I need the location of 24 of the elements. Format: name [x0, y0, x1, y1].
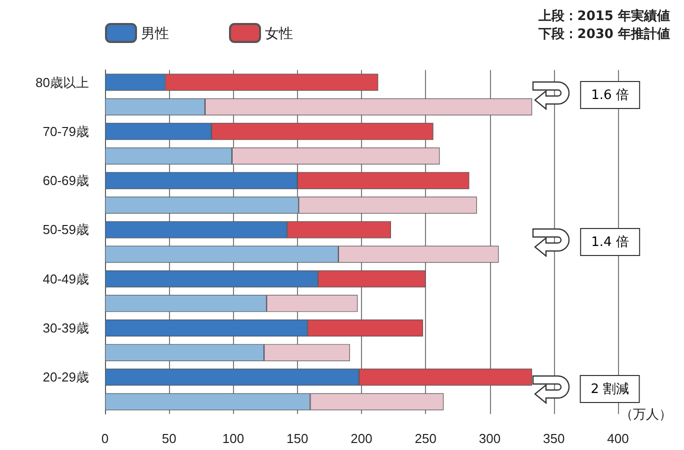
x-tick-label: 0: [101, 431, 109, 446]
y-tick-label: 80歳以上: [36, 74, 89, 90]
y-tick-label: 70-79歳: [42, 124, 89, 139]
text: 下段：2030 年推計値: [538, 26, 670, 44]
y-tick-label: 40-49歳: [42, 271, 89, 286]
x-tick-label: 200: [350, 431, 372, 446]
y-tick-label: 60-69歳: [42, 173, 89, 188]
x-tick-label: 300: [478, 431, 501, 446]
x-tick-label: 150: [286, 431, 308, 446]
x-axis-title: （万人）: [620, 406, 672, 422]
annotation: 2 割減: [580, 375, 640, 404]
annotation: 1.4 倍: [580, 228, 640, 256]
y-tick-label: 50-59歳: [42, 222, 89, 238]
x-tick-label: 350: [543, 431, 565, 446]
x-tick-label: 50: [162, 431, 176, 446]
annotation: 1.6 倍: [580, 80, 640, 109]
text: 上段：2015 年実績値: [538, 8, 670, 26]
legend-label: 女性: [265, 25, 293, 41]
y-tick-label: 20-29歳: [42, 370, 89, 385]
x-tick-label: 400: [607, 431, 629, 446]
x-tick-label: 250: [414, 431, 436, 446]
legend-label: 男性: [141, 25, 169, 41]
y-tick-label: 30-39歳: [42, 320, 89, 336]
x-tick-label: 100: [222, 431, 244, 446]
